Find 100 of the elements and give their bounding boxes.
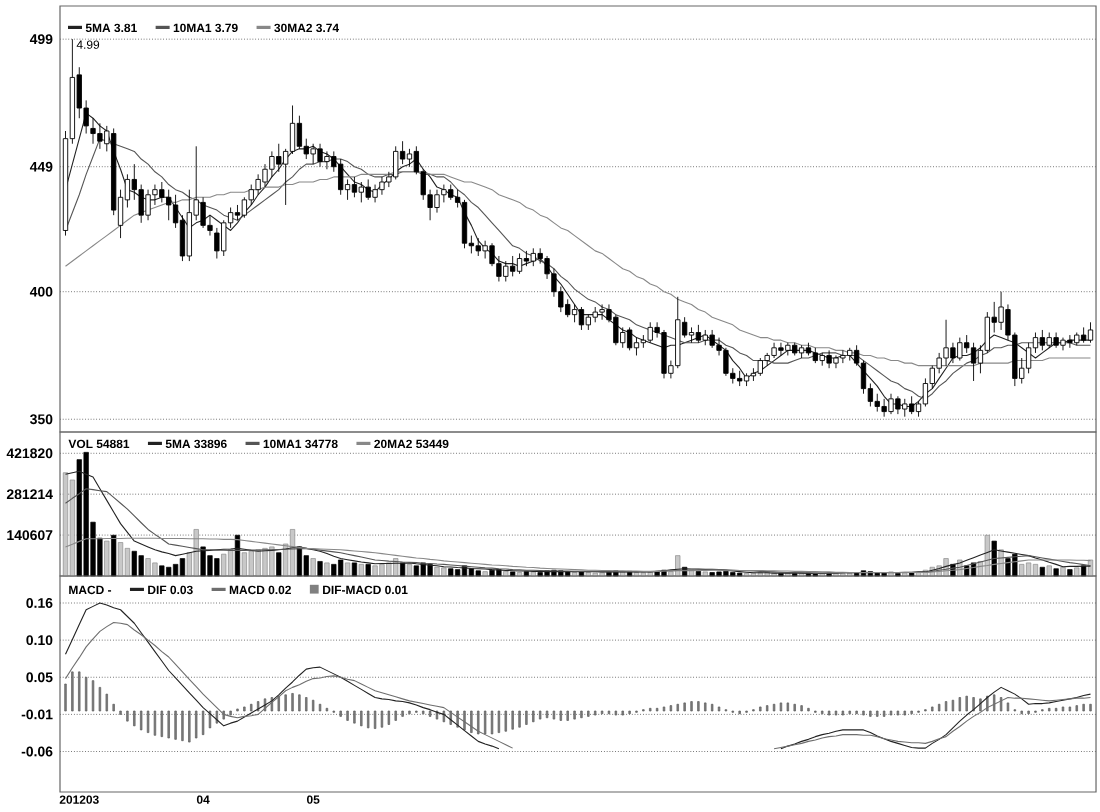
- candlestick: [234, 204, 241, 221]
- candlestick: [571, 304, 578, 323]
- bar: [399, 562, 406, 577]
- candlestick: [909, 395, 915, 415]
- candlestick: [785, 342, 791, 356]
- bar: [1053, 568, 1059, 577]
- candlestick: [241, 196, 248, 219]
- bar: [248, 550, 254, 577]
- candlestick: [895, 395, 901, 415]
- candlestick: [186, 189, 192, 262]
- candlestick: [379, 176, 385, 196]
- bar: [475, 570, 481, 577]
- candlestick: [585, 314, 591, 331]
- candlestick: [874, 393, 880, 413]
- candlestick: [221, 219, 227, 257]
- bar: [331, 564, 337, 577]
- candlestick: [530, 247, 536, 267]
- candlestick: [833, 355, 839, 369]
- candlestick: [578, 306, 585, 331]
- candlestick: [998, 291, 1004, 331]
- bar: [434, 566, 440, 577]
- candlestick: [296, 115, 303, 150]
- candlestick: [771, 342, 777, 359]
- candlestick: [475, 237, 481, 257]
- bar: [413, 565, 419, 577]
- candlestick: [819, 352, 825, 367]
- bar: [221, 553, 227, 577]
- bar: [255, 549, 261, 577]
- bar: [1060, 566, 1066, 577]
- candlestick: [1039, 329, 1045, 351]
- bar: [358, 564, 364, 577]
- candlestick: [510, 255, 516, 277]
- bar: [344, 562, 351, 577]
- candlestick: [599, 304, 605, 321]
- candlestick: [1053, 332, 1059, 349]
- bar: [131, 550, 137, 577]
- candlestick: [798, 344, 805, 359]
- candlestick: [888, 393, 894, 415]
- candlestick: [626, 326, 633, 351]
- candlestick: [1080, 326, 1087, 344]
- bar: [310, 558, 316, 577]
- bar: [1005, 558, 1011, 577]
- bar: [166, 566, 172, 577]
- candlestick: [255, 173, 261, 196]
- bar: [159, 565, 165, 577]
- bar: [1039, 566, 1045, 577]
- bar: [124, 548, 131, 577]
- candlestick: [516, 252, 523, 275]
- candlestick: [262, 163, 268, 188]
- bar: [351, 562, 358, 577]
- bar: [76, 459, 82, 577]
- candlestick: [764, 352, 770, 367]
- candlestick: [757, 357, 763, 377]
- bar: [1046, 565, 1052, 577]
- bar: [227, 549, 234, 577]
- bar: [111, 534, 117, 577]
- candlestick: [709, 329, 715, 349]
- candlestick: [778, 342, 784, 356]
- candlestick: [847, 347, 853, 362]
- candlestick: [1087, 321, 1094, 344]
- candlestick: [269, 150, 275, 178]
- candlestick: [434, 189, 440, 214]
- candlestick: [441, 184, 447, 203]
- candlestick: [750, 367, 757, 382]
- candlestick: [365, 179, 371, 201]
- candlestick: [950, 342, 956, 364]
- candlestick: [1060, 337, 1066, 351]
- bar: [262, 548, 268, 577]
- bar: [365, 564, 371, 577]
- candlestick: [695, 324, 702, 344]
- candlestick: [1067, 334, 1073, 349]
- bar: [317, 561, 323, 577]
- bar: [296, 546, 303, 577]
- bar: [379, 564, 385, 577]
- bar: [1074, 567, 1080, 577]
- candlestick: [743, 372, 750, 387]
- bar: [276, 552, 282, 577]
- bar: [455, 569, 461, 577]
- bar: [716, 571, 722, 577]
- candlestick: [159, 181, 165, 203]
- candlestick: [166, 189, 172, 221]
- bar: [386, 562, 392, 577]
- bar: [482, 571, 488, 577]
- candlestick: [503, 260, 509, 282]
- candlestick: [792, 342, 798, 356]
- candlestick: [97, 122, 103, 150]
- bar: [1067, 569, 1073, 577]
- candlestick: [723, 347, 729, 377]
- candlestick: [145, 189, 151, 221]
- bar: [152, 562, 158, 577]
- candlestick: [461, 199, 468, 249]
- candlestick: [613, 314, 619, 346]
- candlestick: [737, 370, 743, 387]
- candlestick: [565, 298, 571, 318]
- candlestick: [317, 143, 323, 168]
- bar: [372, 565, 378, 577]
- candlestick: [482, 240, 488, 259]
- candlestick: [881, 398, 887, 418]
- bar: [200, 546, 206, 577]
- candlestick: [943, 319, 949, 367]
